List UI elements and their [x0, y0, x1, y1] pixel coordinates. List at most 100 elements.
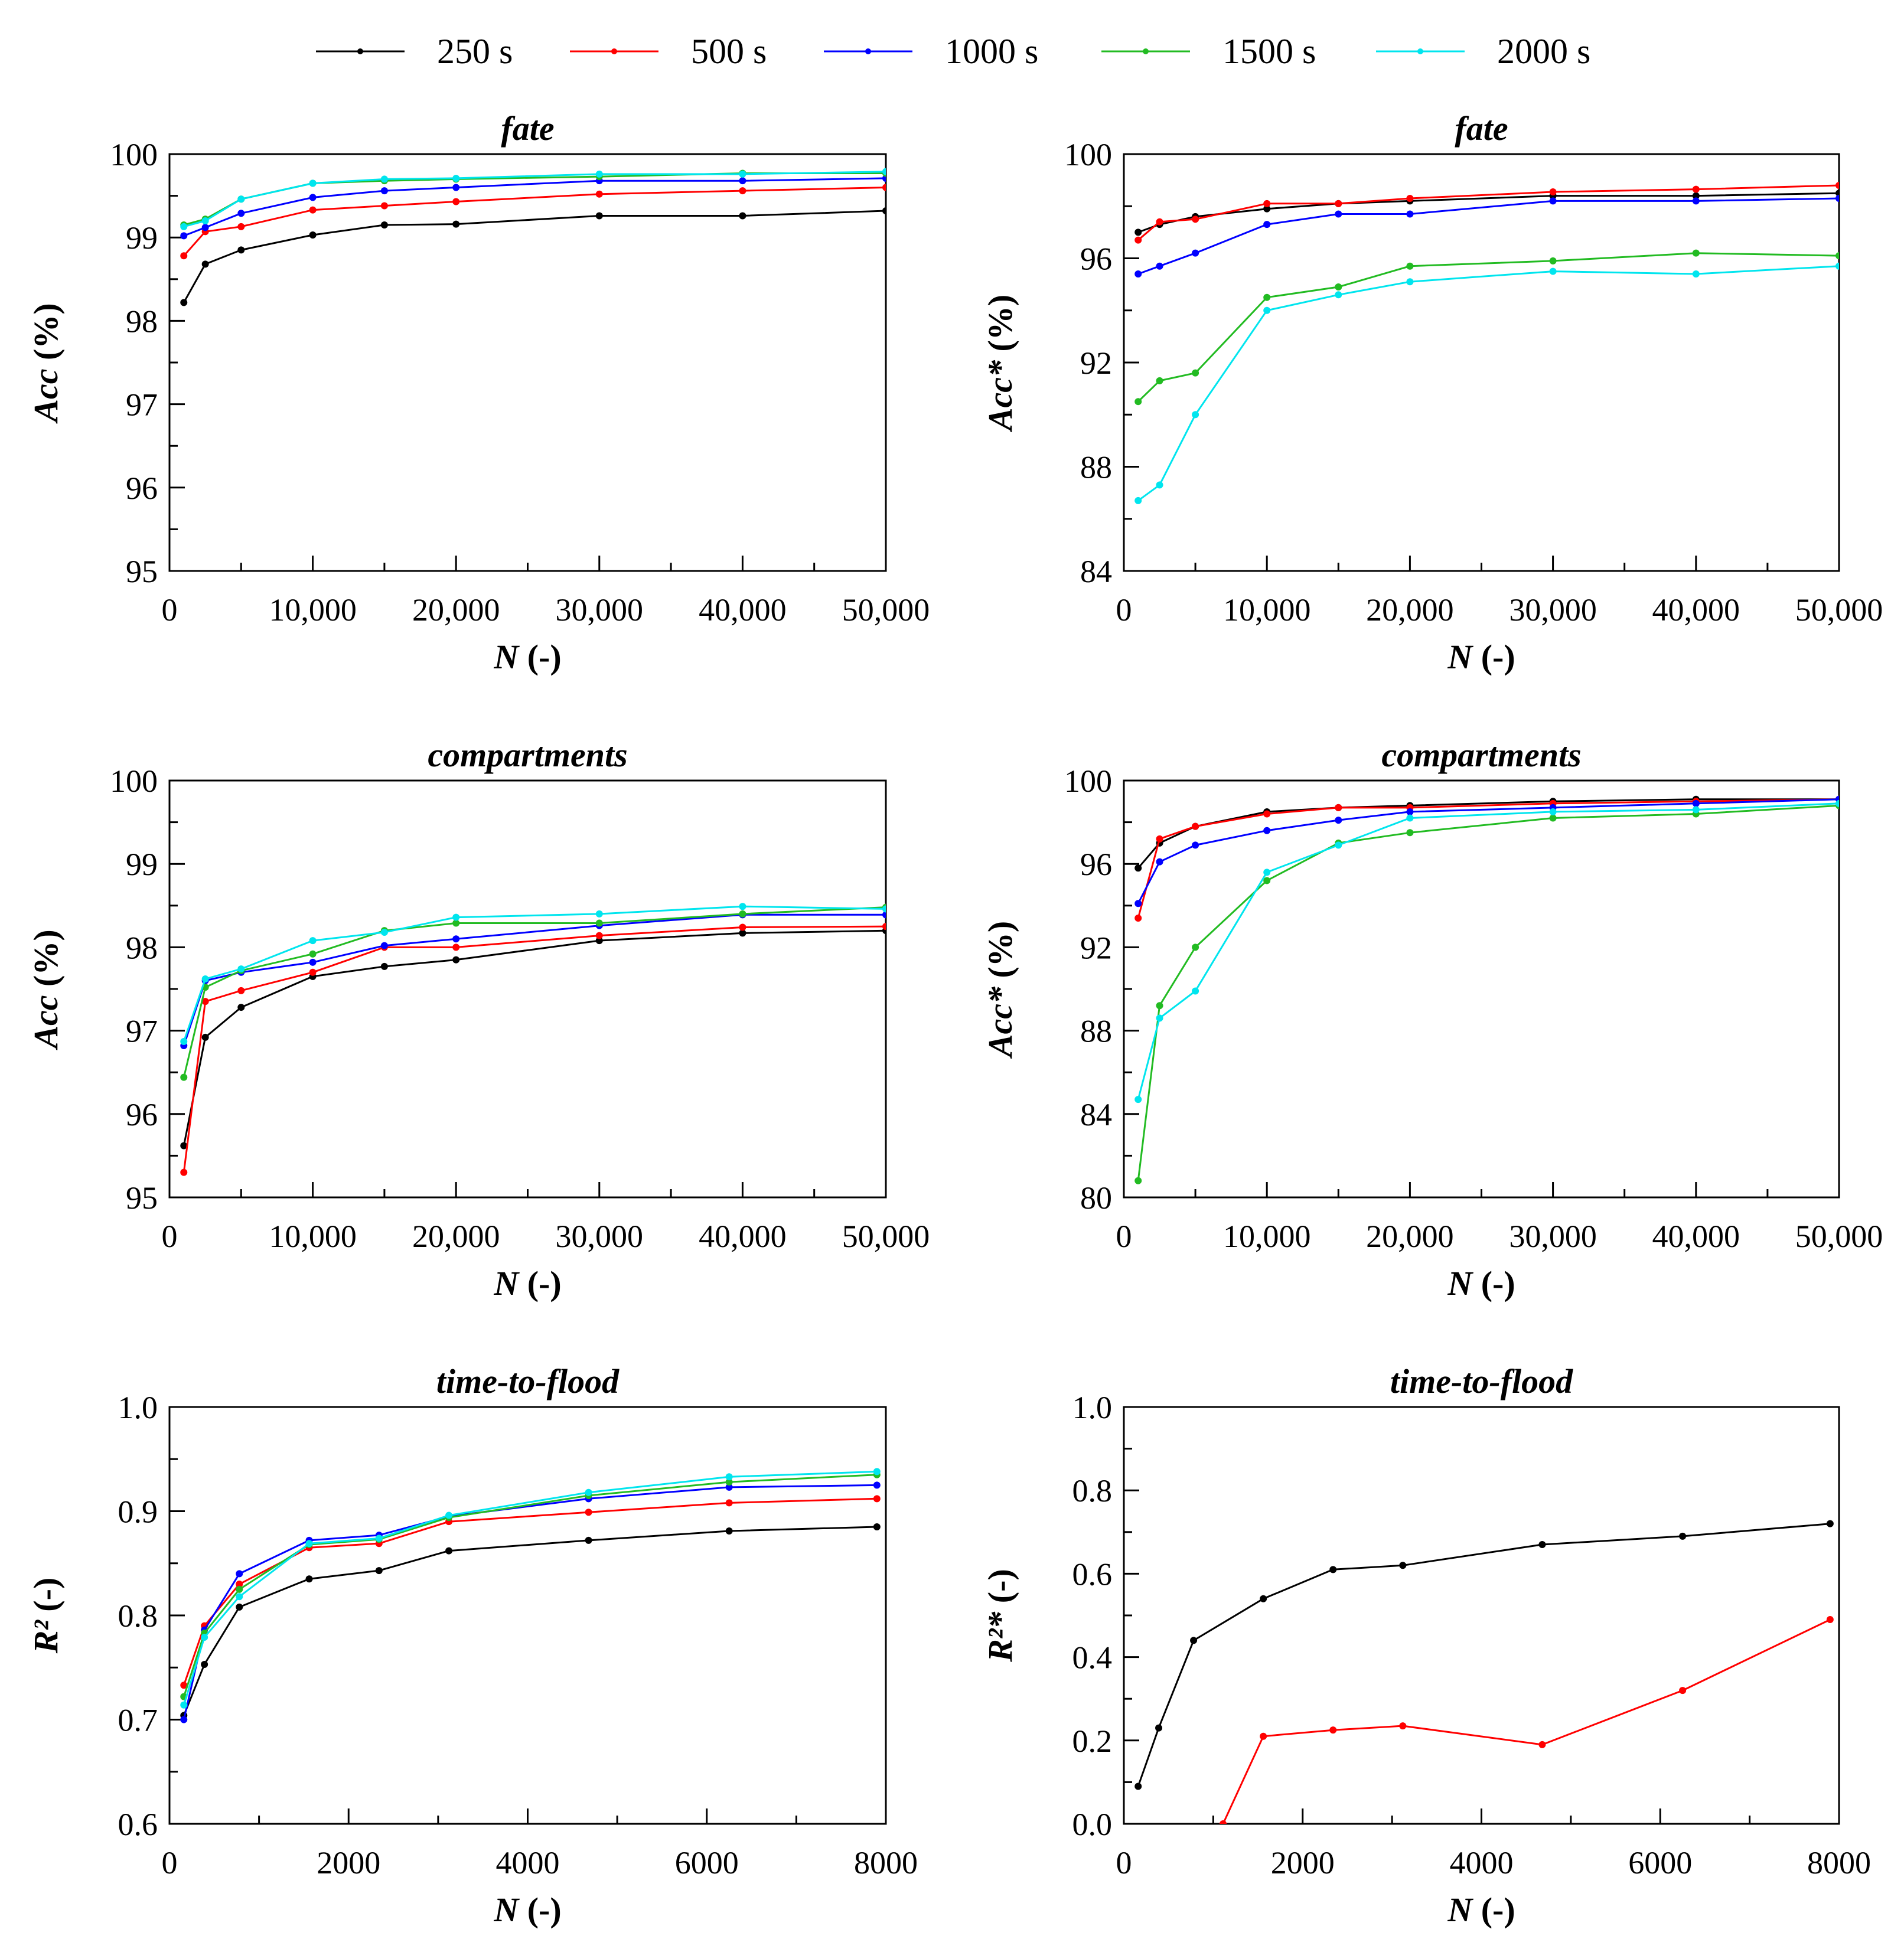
- x-axis-label: N (-): [1447, 638, 1515, 676]
- data-point: [595, 937, 603, 945]
- data-point: [595, 919, 603, 927]
- x-tick-label: 2000: [317, 1845, 380, 1881]
- data-point: [1134, 900, 1142, 907]
- data-point: [1156, 858, 1163, 866]
- series-1000-s: [180, 174, 886, 240]
- data-point: [1263, 293, 1271, 301]
- x-axis-label-symbol: N: [1447, 638, 1473, 676]
- data-point: [1156, 262, 1163, 270]
- plot-area: [180, 1468, 881, 1723]
- data-point: [1692, 799, 1700, 807]
- data-point: [1190, 1637, 1198, 1644]
- y-tick-label: 98: [126, 930, 158, 965]
- y-tick-label: 96: [126, 471, 158, 506]
- panel-5-time-to-flood: time-to-flood 0.6 0.7 0.8 0.9 1.0 0 2000 4000 600…: [27, 1362, 918, 1929]
- series-500-s: [1134, 181, 1839, 244]
- data-point: [1192, 411, 1199, 419]
- data-point: [380, 175, 388, 183]
- legend-label: 500 s: [691, 32, 767, 71]
- data-point: [882, 905, 886, 913]
- y-axis-label-unit: (%): [27, 303, 65, 368]
- data-point: [1192, 822, 1199, 830]
- data-point: [1155, 1724, 1163, 1732]
- x-axis-label-unit: (-): [1472, 1264, 1515, 1302]
- x-axis-label-symbol: N: [1447, 1264, 1473, 1302]
- x-tick-label: 50,000: [1795, 592, 1883, 628]
- data-point: [1549, 808, 1557, 815]
- data-point: [305, 1540, 313, 1548]
- y-tick-label: 95: [126, 554, 158, 589]
- data-point: [180, 1073, 188, 1081]
- legend-entry-1000-s: 1000 s: [824, 32, 1038, 71]
- data-point: [201, 1033, 209, 1041]
- data-point: [873, 1495, 881, 1503]
- plot-area: [180, 903, 886, 1176]
- data-point: [739, 212, 746, 220]
- y-tick-label: 100: [1064, 763, 1112, 799]
- x-tick-label: 20,000: [412, 592, 500, 628]
- plot-area: [1134, 795, 1839, 1184]
- y-tick-label: 97: [126, 387, 158, 423]
- data-point: [1263, 877, 1271, 884]
- y-tick-label: 100: [1064, 137, 1112, 172]
- data-point: [380, 928, 388, 936]
- data-point: [1335, 283, 1342, 291]
- data-point: [1835, 262, 1839, 270]
- x-axis-label-symbol: N: [493, 1891, 520, 1929]
- series-line: [183, 187, 886, 257]
- data-point: [1835, 799, 1839, 807]
- legend-label: 1000 s: [945, 32, 1038, 71]
- data-point: [180, 1142, 188, 1150]
- y-axis-label-symbol: Acc: [27, 995, 65, 1050]
- data-point: [1538, 1741, 1546, 1748]
- data-point: [1549, 257, 1557, 265]
- data-point: [1263, 221, 1271, 228]
- y-tick-label: 96: [126, 1097, 158, 1132]
- series-2000-s: [180, 1468, 881, 1709]
- series-line: [1137, 804, 1839, 1181]
- data-point: [1335, 804, 1342, 811]
- series-line: [1137, 192, 1839, 233]
- data-point: [1835, 195, 1839, 203]
- series-2000-s: [1134, 799, 1839, 1104]
- data-point: [739, 187, 746, 195]
- data-point: [1692, 270, 1700, 278]
- y-tick-label: 0.0: [1072, 1807, 1113, 1842]
- data-point: [380, 962, 388, 970]
- data-point: [595, 190, 603, 198]
- data-point: [585, 1536, 592, 1544]
- plot-area: [180, 168, 886, 306]
- plot-frame: [1123, 779, 1840, 1199]
- x-tick-label: 0: [162, 1845, 178, 1881]
- plot-area: [1134, 1520, 1834, 1824]
- y-tick-label: 99: [126, 220, 158, 256]
- data-point: [1263, 205, 1271, 213]
- data-point: [882, 911, 886, 919]
- data-point: [585, 1509, 592, 1516]
- y-tick-label: 0.6: [1072, 1556, 1113, 1592]
- legend-label: 1500 s: [1222, 32, 1316, 71]
- data-point: [309, 958, 317, 966]
- x-tick-label: 4000: [1450, 1845, 1514, 1881]
- series-line: [1137, 802, 1839, 1100]
- data-point: [309, 937, 317, 945]
- y-tick-label: 0.7: [118, 1703, 158, 1738]
- x-tick-label: 0: [1116, 1845, 1132, 1881]
- data-point: [1134, 1177, 1142, 1184]
- data-point: [725, 1473, 733, 1481]
- data-point: [1692, 249, 1700, 257]
- series-500-s: [180, 1495, 881, 1689]
- series-line: [1137, 1523, 1831, 1787]
- data-point: [380, 202, 388, 210]
- data-point: [1156, 835, 1163, 843]
- data-point: [237, 223, 245, 230]
- data-point: [739, 929, 746, 937]
- data-point: [1692, 197, 1700, 205]
- x-axis-label-unit: (-): [1472, 638, 1515, 676]
- series-1000-s: [1134, 795, 1839, 907]
- x-tick-label: 20,000: [412, 1219, 500, 1254]
- data-point: [380, 942, 388, 949]
- data-point: [309, 950, 317, 958]
- y-tick-label: 100: [110, 763, 158, 799]
